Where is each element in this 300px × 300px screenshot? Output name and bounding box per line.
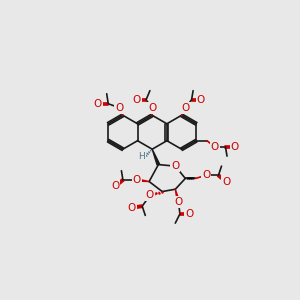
Text: O: O [197,95,205,105]
Text: O: O [185,209,193,219]
Text: O: O [146,190,154,200]
Text: O: O [222,176,230,187]
Text: O: O [115,103,123,112]
Text: O: O [231,142,239,152]
Text: O: O [174,196,182,206]
Polygon shape [175,189,179,202]
Text: O: O [133,175,141,185]
Text: O: O [202,170,210,180]
Text: O: O [93,99,102,109]
Polygon shape [137,179,149,181]
Text: O: O [127,203,136,213]
Text: O: O [211,142,219,152]
Text: O: O [133,95,141,105]
Text: O: O [148,103,156,112]
Text: O: O [111,181,119,191]
Polygon shape [152,149,160,165]
Text: H: H [138,152,145,161]
Text: O: O [171,161,179,171]
Text: O: O [181,103,190,112]
